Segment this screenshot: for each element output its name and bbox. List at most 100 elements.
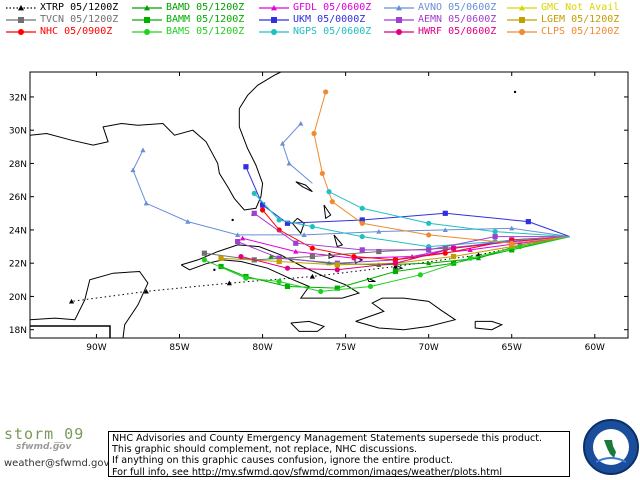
legend-swatch-icon <box>259 17 289 23</box>
track-point <box>284 265 291 271</box>
track-point <box>259 207 266 213</box>
legend-swatch-icon <box>259 5 289 11</box>
track-point <box>450 260 457 266</box>
disclaimer-box: NHC Advisories and County Emergency Mana… <box>108 431 570 478</box>
lon-label: 75W <box>335 343 355 353</box>
track-point <box>359 205 365 211</box>
track-point <box>334 285 340 291</box>
district-seal-icon <box>583 419 639 475</box>
track-map: 18N 20N 22N 24N 26N 28N 30N 32N 90W 85W 80W 75W 70W 6… <box>9 71 629 353</box>
track-point <box>318 288 324 295</box>
lat-label: 18N <box>9 326 27 336</box>
coastline <box>290 320 326 332</box>
track-point <box>442 250 448 256</box>
storm-id: storm_09 <box>4 425 85 443</box>
track-point <box>509 247 515 253</box>
track-point <box>426 247 432 253</box>
track-point <box>509 243 515 250</box>
track-point <box>293 248 299 254</box>
footer-logo: storm_09 sfwmd.gov weather@sfwmd.gov <box>2 425 110 475</box>
track-point <box>243 164 249 170</box>
track-point <box>218 255 224 261</box>
track-point <box>201 257 208 263</box>
track-point <box>309 224 315 230</box>
track-line <box>254 212 570 251</box>
track-point <box>392 268 399 275</box>
track-point <box>268 253 274 259</box>
track-point <box>218 263 224 270</box>
track-point <box>235 232 241 238</box>
track-line <box>281 123 313 184</box>
legend-swatch-icon <box>507 29 537 35</box>
track-point <box>392 260 399 266</box>
legend-label: HWRF 05/0600Z <box>418 26 497 37</box>
island <box>513 90 517 94</box>
track-point <box>329 199 335 205</box>
coastline <box>295 181 313 193</box>
contact-email: weather@sfwmd.gov <box>4 458 110 469</box>
track-point <box>334 267 340 273</box>
track-point <box>279 140 286 146</box>
track-point <box>517 240 523 246</box>
track-point <box>309 253 315 260</box>
track-point <box>509 240 515 246</box>
disclaimer-line: For full info, see http://my.sfwmd.gov/s… <box>112 466 503 478</box>
track-point <box>467 247 473 252</box>
disclaimer-line: This graphic should complement, not repl… <box>112 444 418 456</box>
track-point <box>517 243 523 250</box>
track-point <box>392 263 399 269</box>
model-track <box>243 164 571 238</box>
track-point <box>286 160 292 166</box>
track-point <box>467 255 473 261</box>
track-point <box>284 283 291 290</box>
model-track <box>130 147 570 238</box>
track-point <box>334 262 340 268</box>
model-track <box>279 120 313 184</box>
map-axes: 18N 20N 22N 24N 26N 28N 30N 32N 90W 85W 80W 75W 70W 6… <box>9 72 628 353</box>
model-legend: XTRP 05/1200Z BAMD 05/1200Z GFDL 05/0600Z A… <box>0 0 640 40</box>
track-point <box>311 130 317 137</box>
track-point <box>284 220 291 226</box>
track-point <box>276 278 282 285</box>
disclaimer-line: If anything on this graphic causes confu… <box>112 455 454 467</box>
legend-swatch-icon <box>132 29 162 35</box>
legend-swatch-icon <box>507 5 537 11</box>
track-point <box>226 280 232 286</box>
track-point <box>319 170 325 177</box>
coastline <box>291 217 305 235</box>
track-point <box>235 238 241 245</box>
track-point <box>417 272 423 278</box>
coastline <box>474 320 504 331</box>
island <box>231 218 234 222</box>
legend-label: NHC 05/0900Z <box>40 26 113 37</box>
legend-swatch-icon <box>384 17 414 23</box>
track-point <box>359 233 365 240</box>
legend-swatch-icon <box>6 17 36 23</box>
track-point <box>326 189 332 195</box>
model-track <box>268 236 570 267</box>
track-point <box>238 253 244 260</box>
track-point <box>143 200 149 206</box>
track-point <box>426 220 432 226</box>
legend-label: UKM 05/0000Z <box>293 14 366 25</box>
legend-swatch-icon <box>384 29 414 35</box>
lat-label: 32N <box>9 93 27 103</box>
track-point <box>442 227 448 233</box>
track-point <box>130 167 136 173</box>
legend-label: LGEM 05/1200Z <box>541 14 620 25</box>
coastline <box>323 204 332 220</box>
legend-label: BAMD 05/1200Z <box>166 2 245 13</box>
lat-label: 28N <box>9 160 27 170</box>
inset-box <box>30 325 111 338</box>
legend-label: GFDL 05/0600Z <box>293 2 372 13</box>
track-point <box>276 227 282 233</box>
track-point <box>450 245 457 251</box>
lon-label: 60W <box>585 343 605 353</box>
track-point <box>143 288 149 294</box>
model-track <box>251 210 570 253</box>
lat-label: 26N <box>9 193 27 203</box>
track-point <box>259 202 266 208</box>
track-point <box>359 247 365 253</box>
lat-label: 22N <box>9 260 27 270</box>
lon-label: 90W <box>86 343 106 353</box>
